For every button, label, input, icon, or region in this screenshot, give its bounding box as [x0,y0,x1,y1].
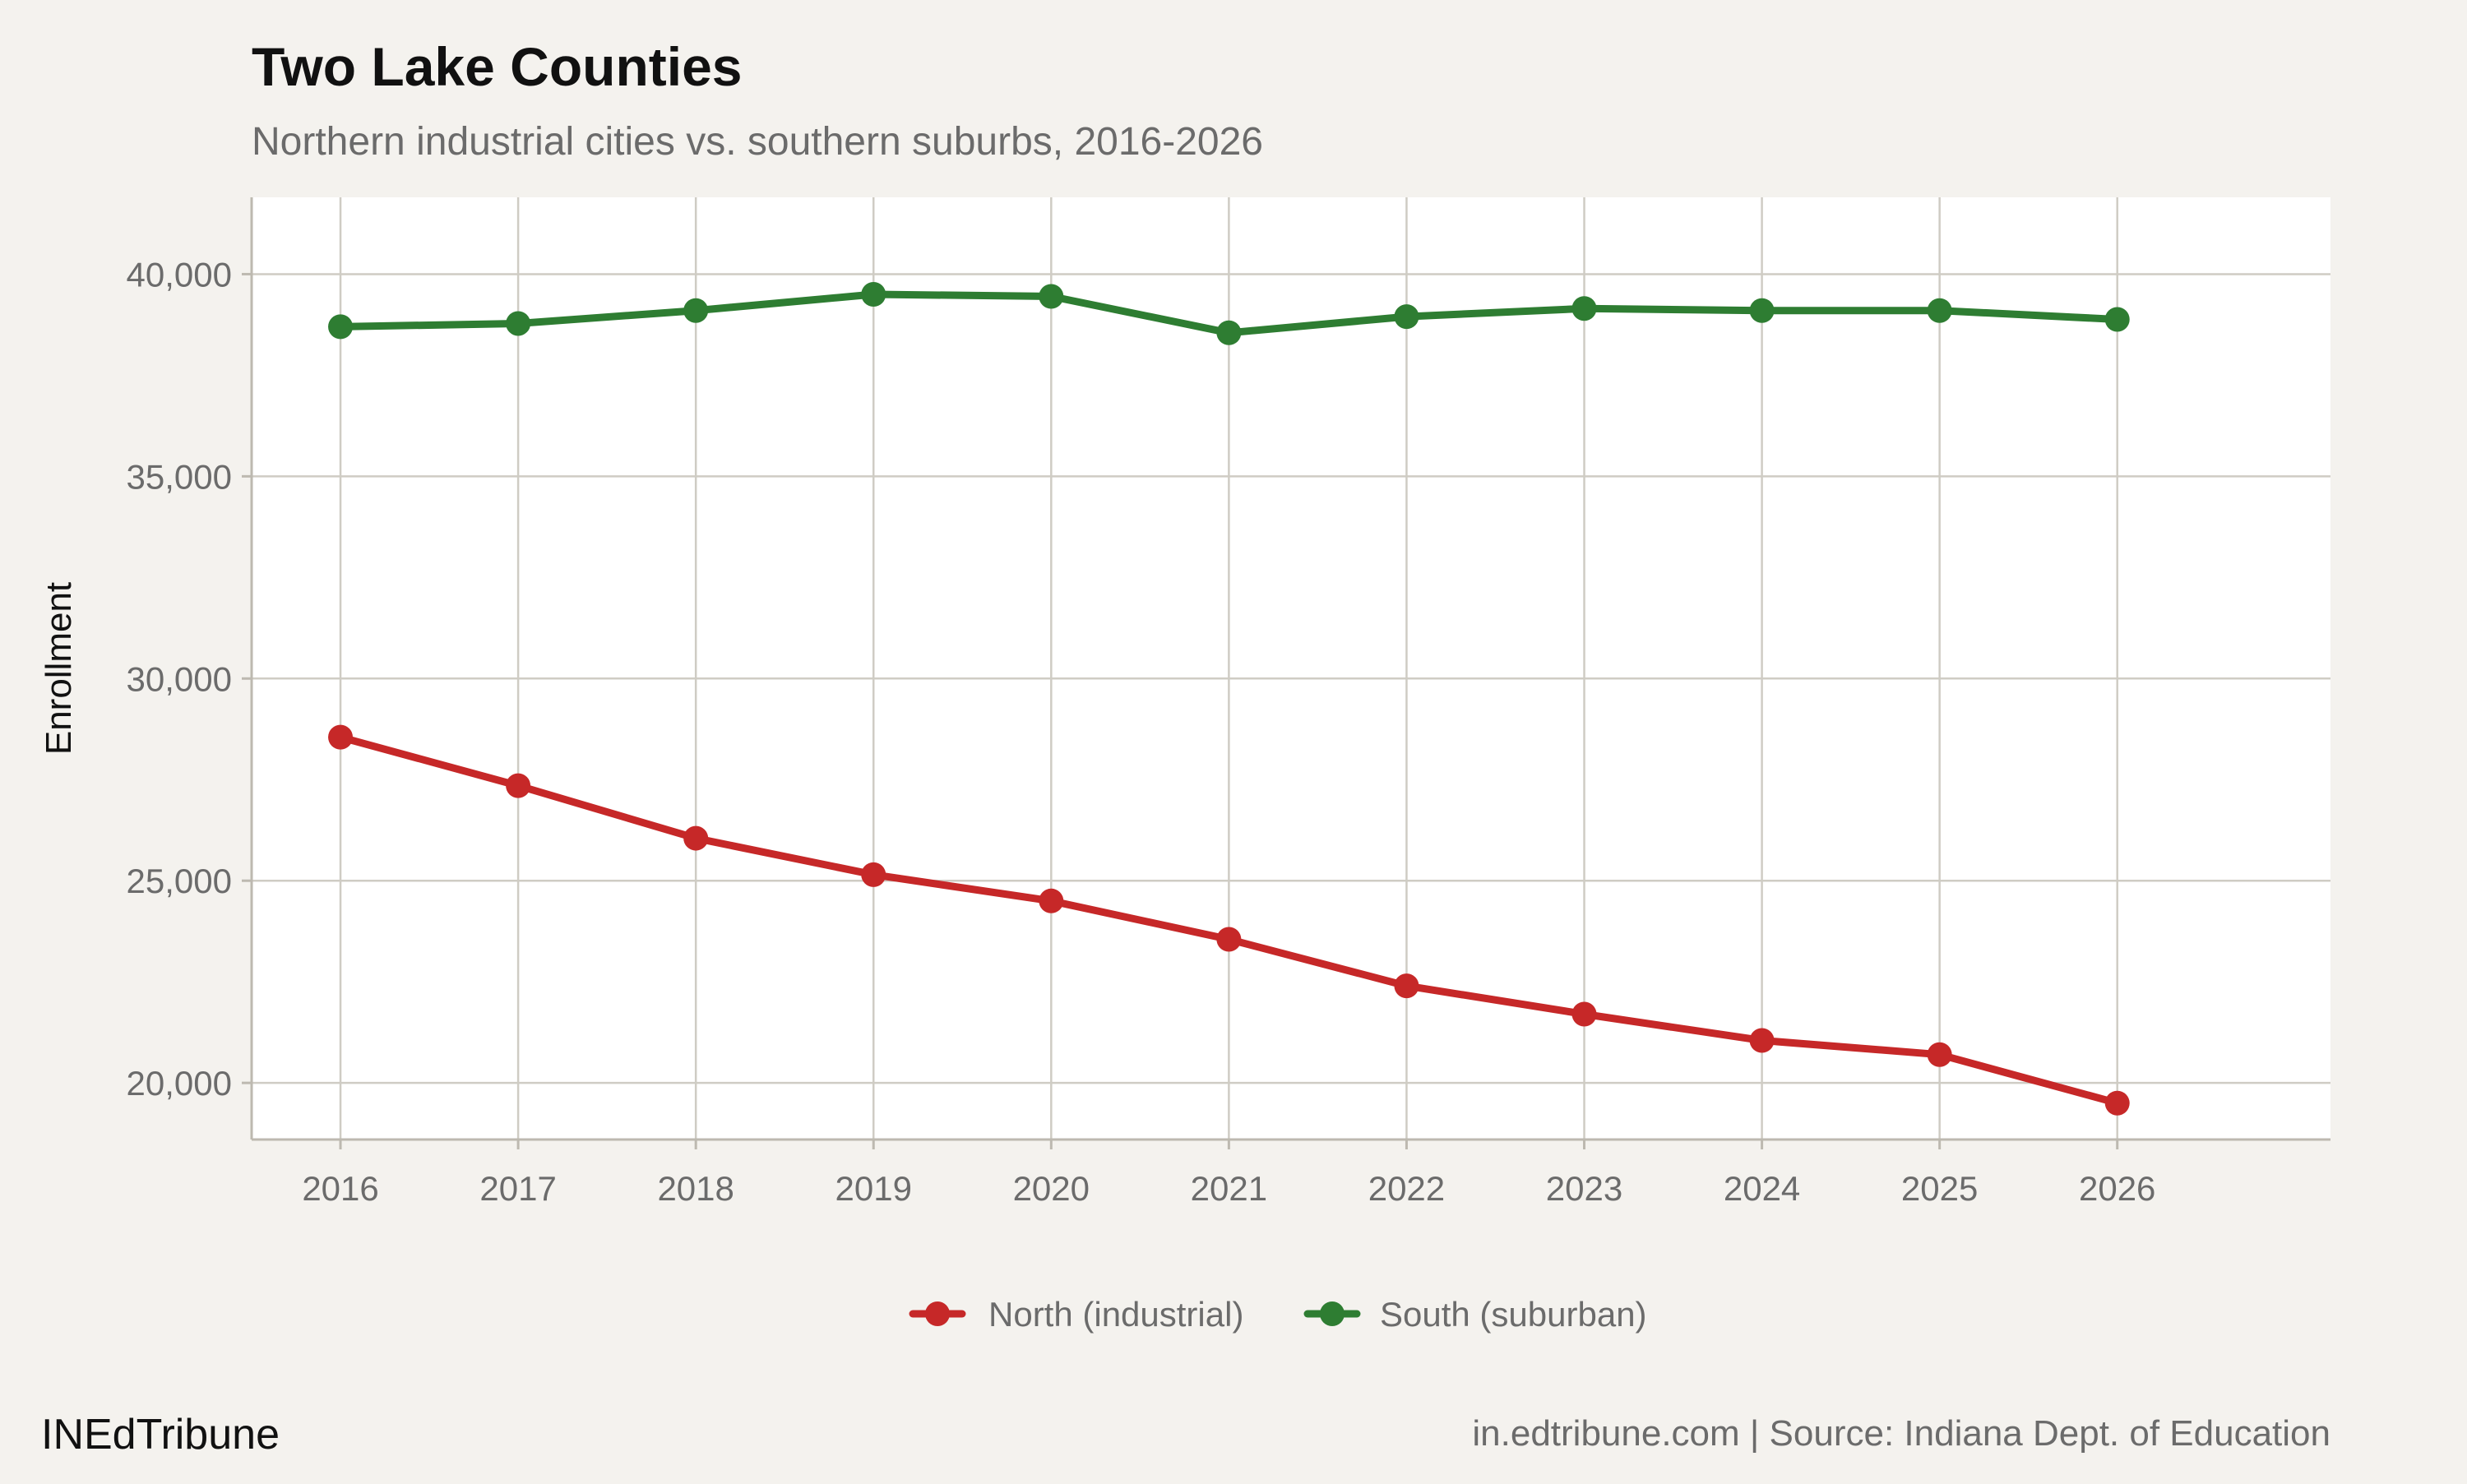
y-axis-ticks: 20,000 25,000 30,000 35,000 40,000 [127,255,252,1103]
data-point-north [1039,888,1064,913]
x-tick-label: 2017 [479,1169,556,1208]
footer-brand: INEdTribune [41,1411,280,1459]
x-tick-label: 2023 [1546,1169,1622,1208]
x-tick-label: 2016 [302,1169,378,1208]
data-point-south [1749,298,1775,323]
y-tick-label: 40,000 [127,255,232,294]
data-point-north [861,862,886,887]
x-tick-label: 2026 [2079,1169,2155,1208]
footer-source: in.edtribune.com | Source: Indiana Dept.… [1472,1413,2330,1454]
legend-label: North (industrial) [988,1295,1243,1334]
y-tick-label: 20,000 [127,1064,232,1103]
plot-panel [252,197,2330,1140]
chart-subtitle: Northern industrial cities vs. southern … [252,120,1263,164]
data-point-south [506,311,531,336]
legend-key-point [925,1301,950,1326]
series-layer [328,282,2130,1116]
chart-title: Two Lake Counties [252,36,743,97]
legend-item-north: North (industrial) [909,1295,1243,1334]
series-south [328,282,2130,345]
data-point-north [1927,1042,1952,1067]
data-point-north [1571,1001,1597,1027]
data-point-south [861,282,886,307]
data-point-south [2104,307,2130,332]
data-point-south [328,314,354,340]
data-point-south [1394,304,1419,330]
data-point-north [328,724,354,750]
data-point-north [1216,927,1242,952]
x-tick-label: 2019 [835,1169,912,1208]
data-point-south [1216,320,1242,345]
data-point-south [1927,298,1952,323]
x-tick-label: 2022 [1368,1169,1445,1208]
data-point-north [1394,973,1419,999]
legend-key-point [1320,1301,1345,1326]
legend-label: South (suburban) [1380,1295,1647,1334]
data-point-south [1571,296,1597,321]
x-tick-label: 2025 [1901,1169,1978,1208]
legend: North (industrial) South (suburban) [909,1295,1647,1334]
data-point-south [1039,284,1064,309]
x-tick-label: 2021 [1191,1169,1267,1208]
x-tick-label: 2020 [1013,1169,1090,1208]
series-north [328,724,2130,1116]
x-tick-label: 2018 [657,1169,734,1208]
data-point-north [2104,1090,2130,1116]
data-point-north [683,825,709,851]
data-point-north [506,773,531,798]
y-tick-label: 25,000 [127,862,232,900]
y-axis-label: Enrollment [39,582,79,755]
x-tick-label: 2024 [1724,1169,1800,1208]
grid-lines [252,197,2330,1140]
y-tick-label: 35,000 [127,457,232,496]
data-point-north [1749,1028,1775,1053]
y-tick-label: 30,000 [127,659,232,698]
x-axis-ticks: 2016 2017 2018 2019 2020 2021 2022 2023 2024 2025… [302,1140,2155,1208]
data-point-south [683,298,709,323]
legend-item-south: South (suburban) [1303,1295,1647,1334]
